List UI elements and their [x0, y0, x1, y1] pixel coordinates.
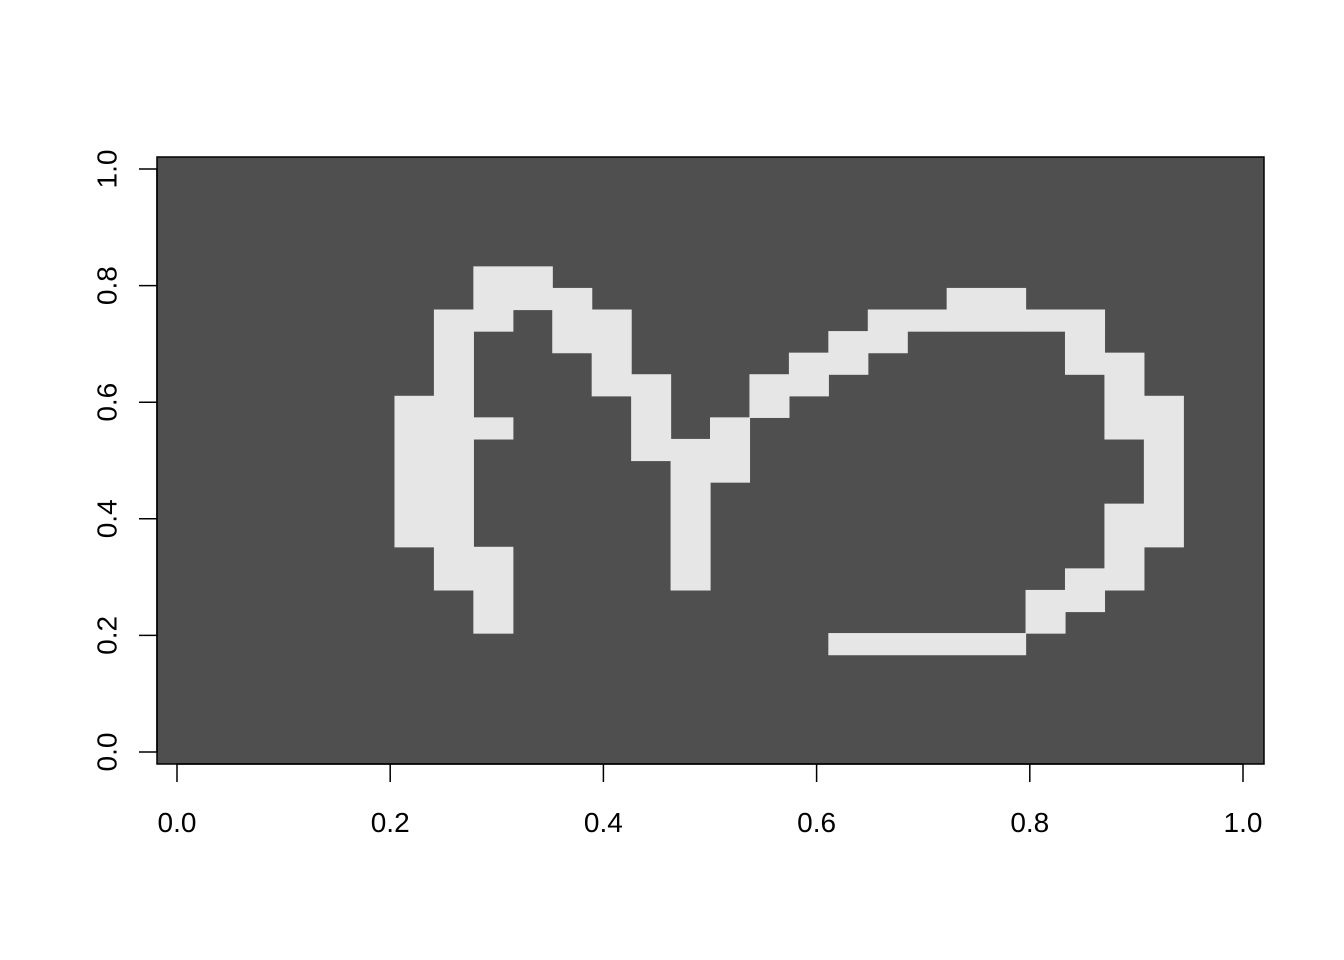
- pixel-cell: [828, 633, 1027, 656]
- pixel-cell: [749, 374, 790, 418]
- x-axis: 0.0 0.2 0.4 0.6 0.8 1.0: [158, 763, 1263, 838]
- pixel-cell: [512, 266, 553, 311]
- pixel-cell: [946, 287, 1027, 332]
- x-tick-label: 0.2: [371, 807, 410, 838]
- pixel-cell: [1143, 395, 1184, 548]
- y-tick-label: 1.0: [91, 150, 122, 189]
- pixel-cell: [788, 352, 829, 397]
- x-tick-label: 0.8: [1010, 807, 1049, 838]
- pixel-cell: [1104, 503, 1145, 591]
- y-axis: 0.0 0.2 0.4 0.6 0.8 1.0: [91, 150, 158, 772]
- y-tick-label: 0.2: [91, 616, 122, 655]
- pixel-cell: [473, 546, 514, 634]
- y-tick-label: 0.0: [91, 733, 122, 772]
- pixel-cell: [828, 331, 869, 375]
- x-tick-label: 1.0: [1224, 807, 1263, 838]
- pixel-cell: [1025, 589, 1066, 634]
- pixel-cell: [433, 309, 474, 591]
- lit-pixel-cells: [394, 266, 1184, 656]
- y-tick-label: 0.8: [91, 266, 122, 305]
- x-tick-label: 0.0: [158, 807, 197, 838]
- pixel-cell: [1064, 568, 1106, 613]
- pixel-cell: [907, 309, 948, 332]
- pixel-cell: [473, 417, 514, 440]
- pixel-cell: [1064, 309, 1106, 375]
- pixel-cell: [552, 287, 593, 354]
- x-tick-label: 0.6: [797, 807, 836, 838]
- y-tick-label: 0.6: [91, 383, 122, 422]
- y-tick-label: 0.4: [91, 499, 122, 538]
- pixel-cell: [631, 374, 672, 462]
- pixel-cell: [710, 417, 751, 483]
- pixel-cell: [591, 309, 632, 397]
- pixel-cell: [1104, 352, 1145, 440]
- pixel-cell: [670, 438, 711, 591]
- pixel-cell: [867, 309, 908, 354]
- pixel-cell: [394, 395, 435, 548]
- pixel-cell: [473, 266, 514, 332]
- x-tick-label: 0.4: [584, 807, 623, 838]
